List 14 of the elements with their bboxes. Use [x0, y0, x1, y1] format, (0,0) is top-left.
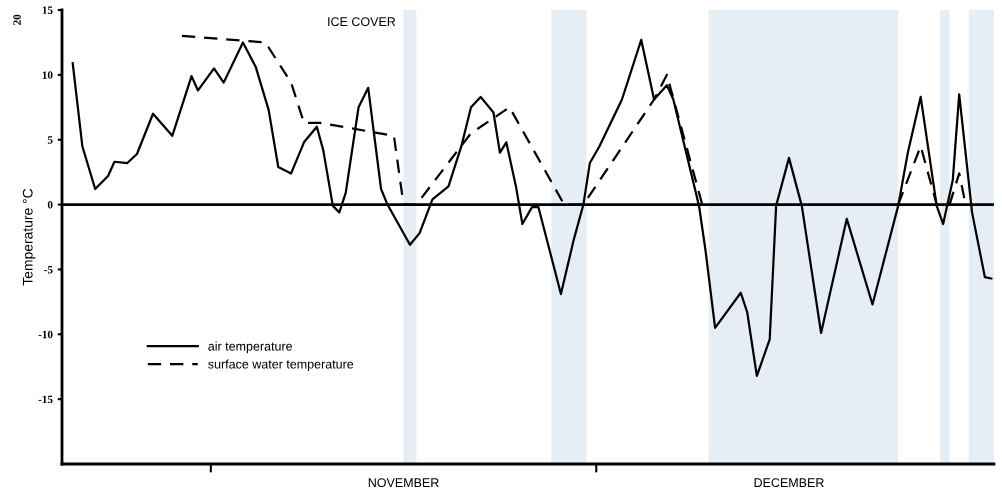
x-tick-label: NOVEMBER	[368, 478, 439, 488]
y-tick-label: 15	[42, 6, 53, 14]
y-tick-label: 10	[42, 71, 53, 79]
y-axis-title: Temperature °C	[22, 188, 36, 286]
text: 20	[13, 14, 21, 25]
y-tick-label: -5	[44, 266, 53, 274]
y-tick-label: 0	[47, 201, 53, 209]
y-tick-label: -15	[38, 395, 53, 404]
legend-label: air temperature	[208, 341, 293, 354]
annotation: ICE COVER	[328, 17, 396, 27]
legend-label: surface water temperature	[208, 359, 354, 372]
y-tick-label: 5	[47, 136, 53, 144]
y-tick-label: -10	[38, 330, 53, 339]
x-tick-label: DECEMBER	[754, 478, 824, 488]
